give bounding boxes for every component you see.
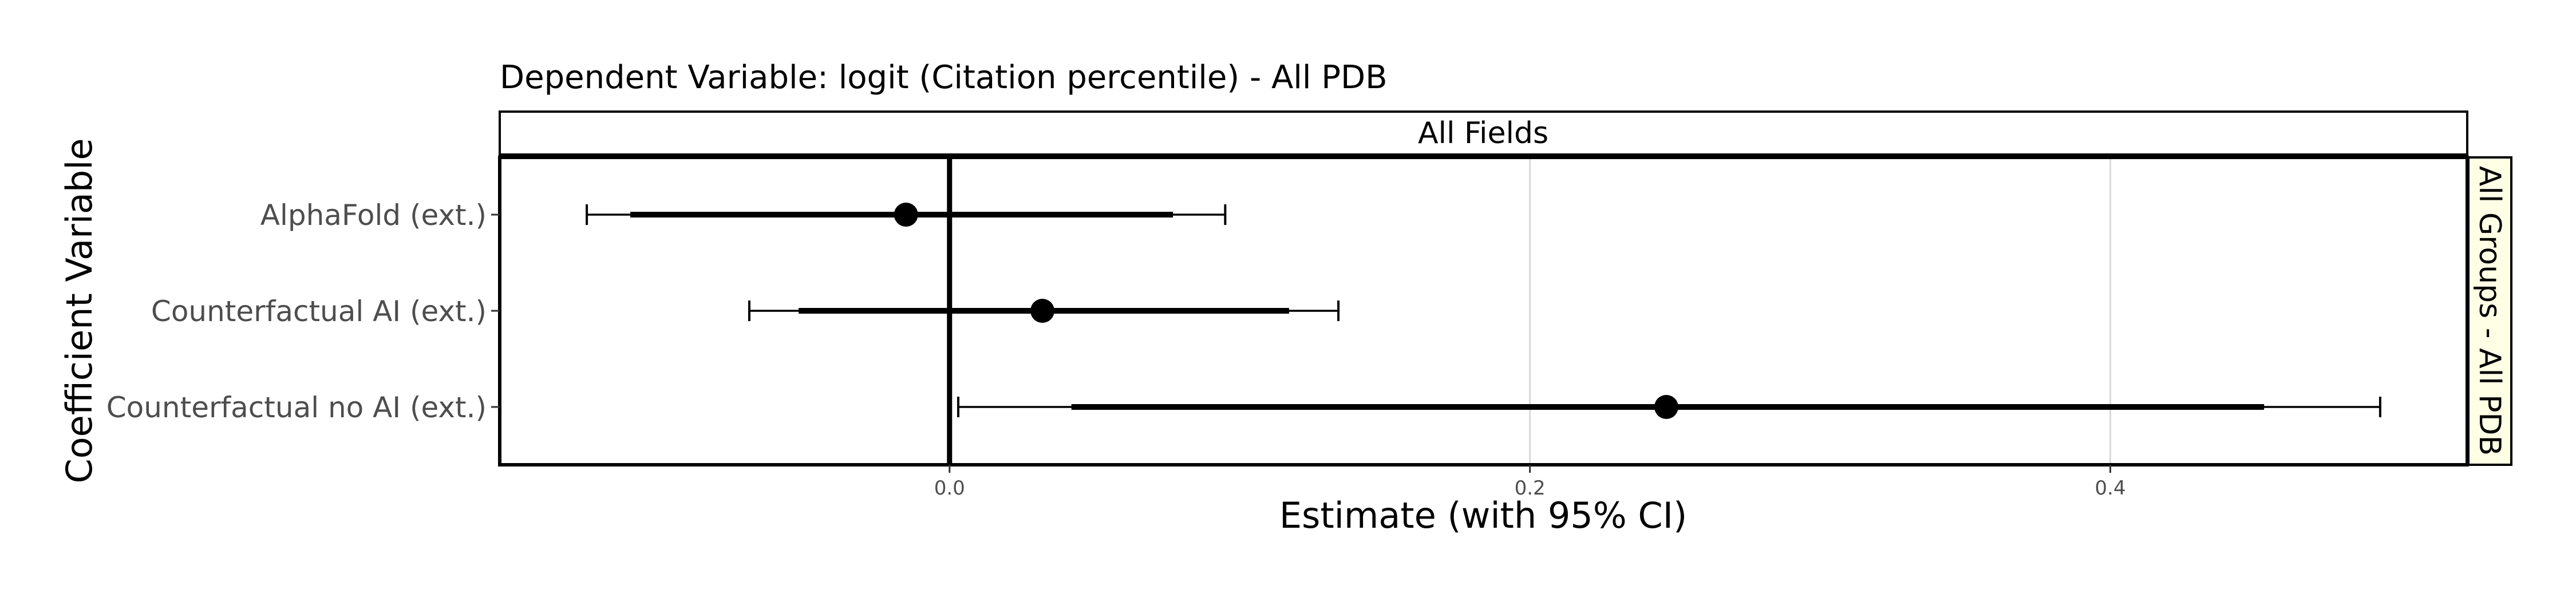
estimate-point-0 bbox=[894, 203, 918, 227]
side-strip: All Groups - All PDB bbox=[2467, 156, 2512, 466]
chart-title: Dependent Variable: logit (Citation perc… bbox=[500, 59, 1388, 96]
y-tick-label-0: AlphaFold (ext.) bbox=[260, 199, 487, 232]
facet-strip-label: All Fields bbox=[1418, 116, 1548, 151]
estimate-point-1 bbox=[1030, 299, 1054, 323]
x-tick-label-1: 0.2 bbox=[1515, 477, 1546, 500]
x-axis-title: Estimate (with 95% CI) bbox=[1279, 495, 1687, 536]
y-axis-title: Coefficient Variable bbox=[58, 138, 100, 483]
y-tick-label-1: Counterfactual AI (ext.) bbox=[151, 295, 487, 328]
y-tick-label-2: Counterfactual no AI (ext.) bbox=[106, 391, 487, 424]
side-strip-label: All Groups - All PDB bbox=[2472, 166, 2507, 456]
y-tick-labels: AlphaFold (ext.) Counterfactual AI (ext.)… bbox=[106, 199, 500, 424]
x-gridlines bbox=[1529, 157, 2111, 465]
x-tick-label-0: 0.0 bbox=[934, 477, 965, 500]
x-tick-label-2: 0.4 bbox=[2095, 477, 2125, 500]
facet-strip: All Fields bbox=[499, 110, 2468, 156]
estimate-point-2 bbox=[1654, 395, 1678, 419]
x-axis-ticks: 0.0 0.2 0.4 bbox=[934, 465, 2126, 500]
coefficient-marks bbox=[586, 203, 2381, 419]
